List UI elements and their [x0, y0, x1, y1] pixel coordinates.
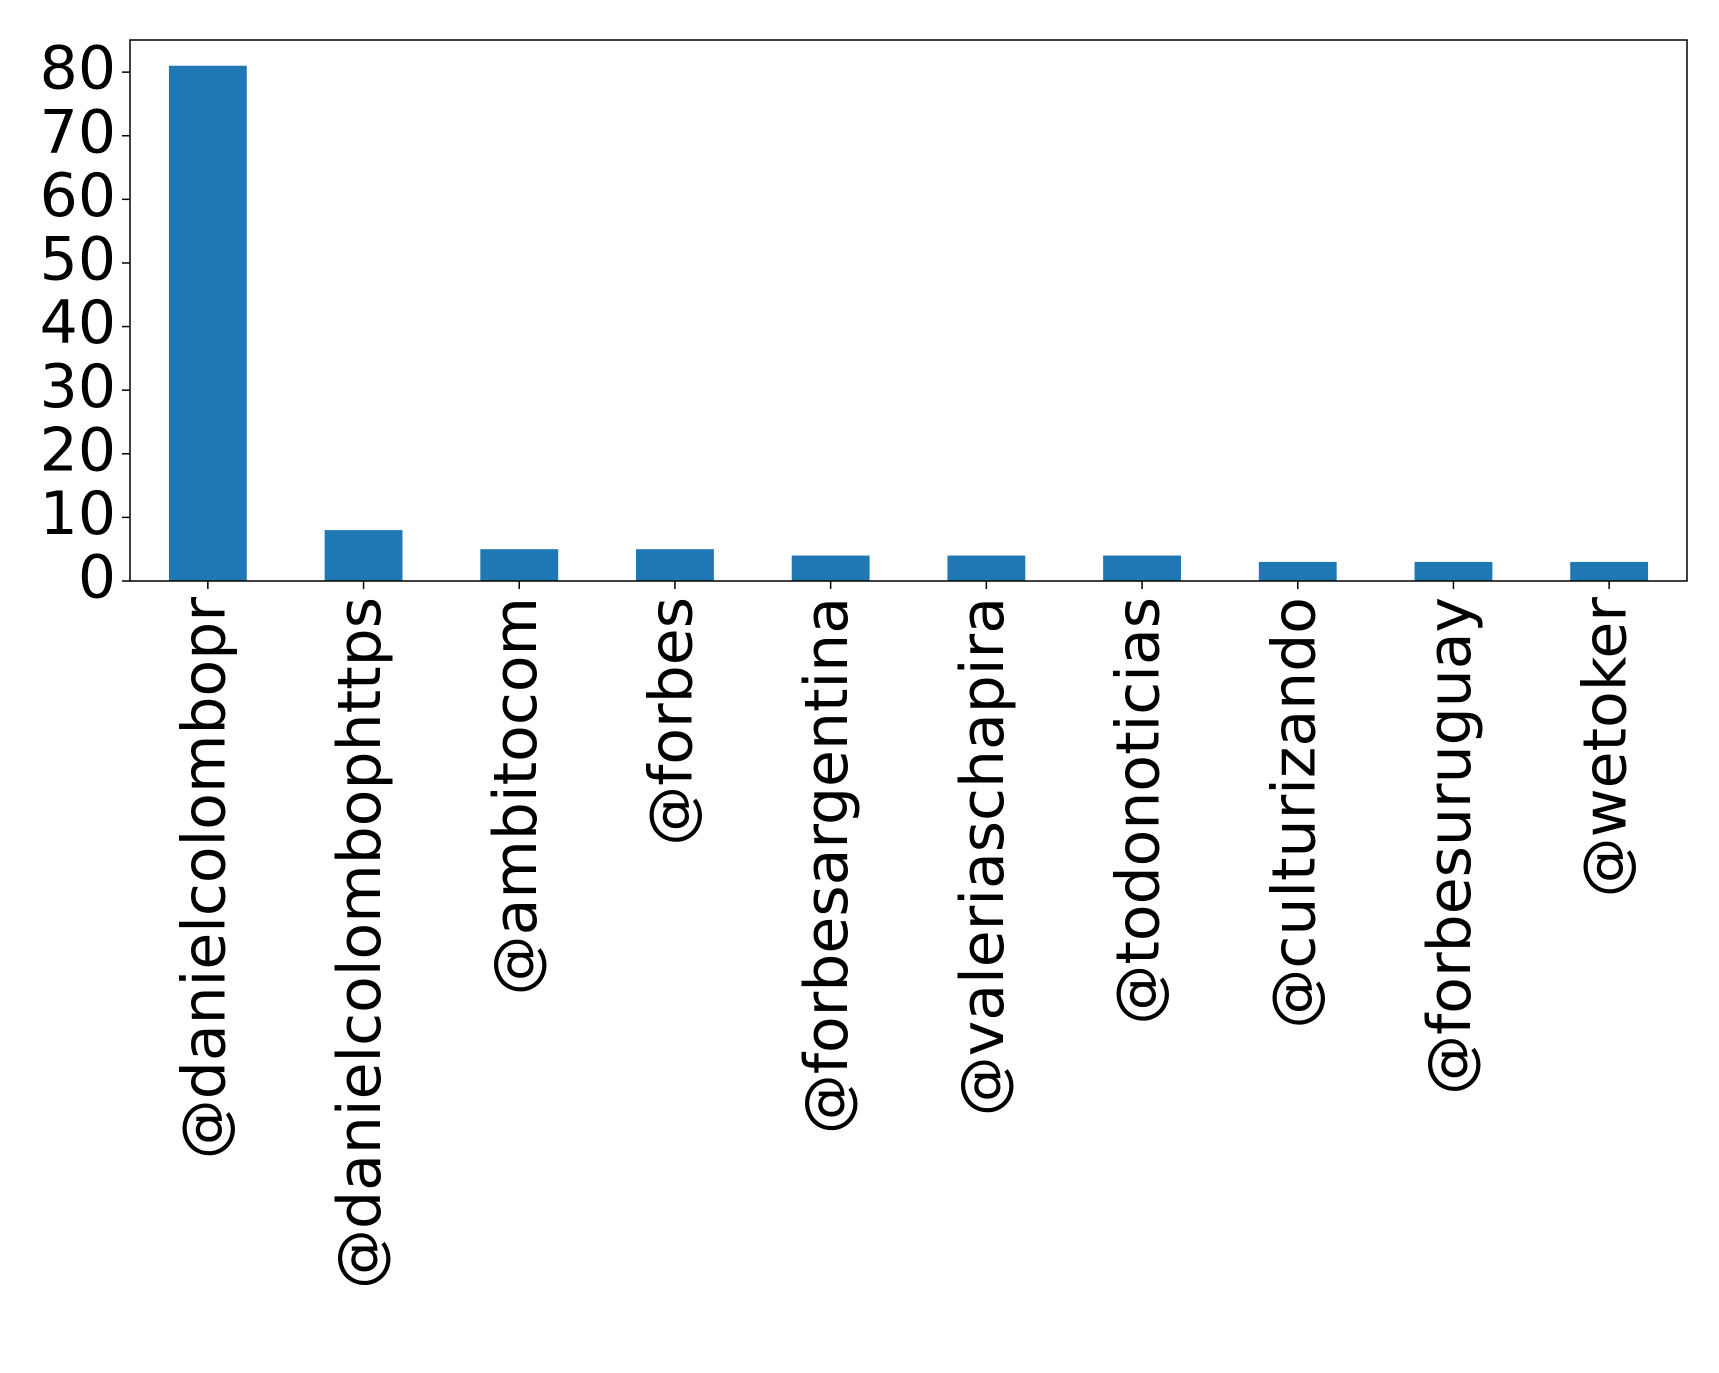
x-tick-label: @forbesargentina: [792, 597, 862, 1134]
bar: [324, 530, 403, 581]
x-tick-label: @danielcolombophttps: [325, 597, 395, 1289]
y-tick-label: 70: [40, 97, 116, 167]
y-tick-label: 50: [40, 225, 116, 295]
bar: [1103, 555, 1181, 581]
y-tick-label: 40: [40, 288, 116, 358]
bar: [791, 555, 870, 581]
x-tick-label: @danielcolombopr: [169, 597, 239, 1160]
x-tick-label: @culturizando: [1259, 597, 1329, 1029]
x-tick-label: @wetoker: [1571, 597, 1641, 898]
bar: [480, 549, 559, 581]
bar: [1414, 561, 1493, 581]
bar: [168, 65, 247, 581]
x-tick-label: @forbes: [637, 597, 707, 846]
bar: [1258, 561, 1337, 581]
y-tick-label: 30: [40, 352, 116, 422]
y-tick-label: 80: [40, 34, 116, 104]
x-tick-label: @todonoticias: [1104, 597, 1174, 1025]
plot-frame: [129, 39, 1688, 582]
y-tick-label: 60: [40, 161, 116, 231]
x-tick-label: @forbesuruguay: [1415, 597, 1485, 1095]
x-tick-label: @ambitocom: [481, 597, 551, 995]
y-tick-label: 20: [40, 415, 116, 485]
y-tick-label: 0: [78, 543, 116, 613]
x-tick-label: @valeriaschapira: [948, 597, 1018, 1116]
bar: [1570, 561, 1649, 581]
bar: [636, 549, 714, 581]
y-tick-label: 10: [40, 479, 116, 549]
bar: [947, 555, 1026, 581]
